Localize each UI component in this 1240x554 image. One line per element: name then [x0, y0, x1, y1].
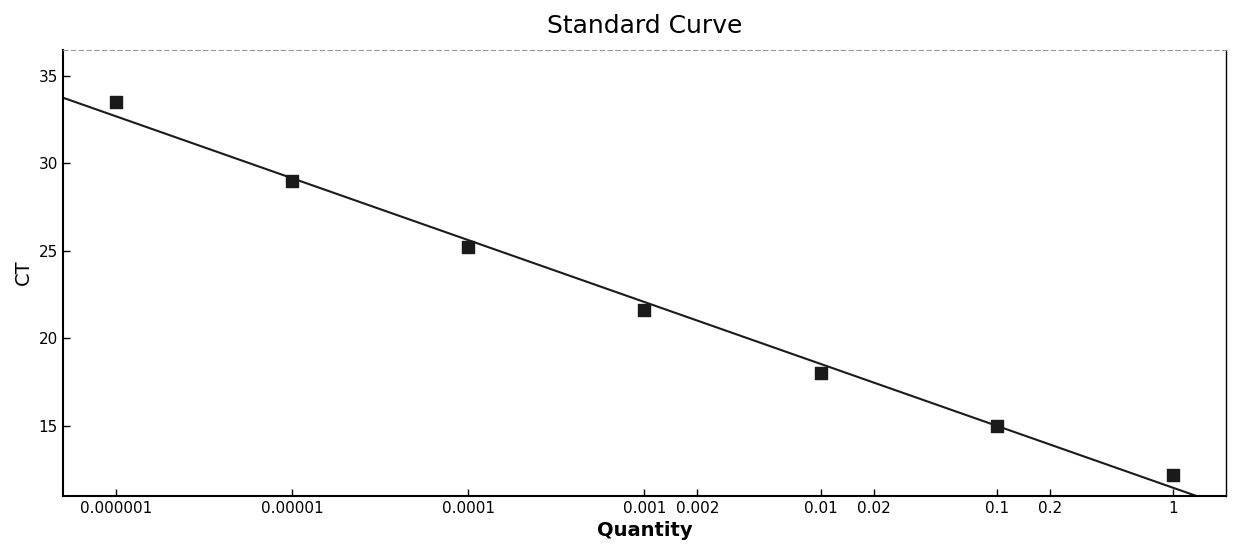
Point: [459, 243, 479, 252]
Title: Standard Curve: Standard Curve: [547, 14, 742, 38]
Y-axis label: CT: CT: [14, 260, 33, 285]
Point: [811, 369, 831, 378]
Point: [105, 98, 125, 106]
Point: [635, 306, 655, 315]
Point: [1163, 470, 1183, 479]
Point: [281, 176, 301, 185]
Point: [987, 421, 1007, 430]
X-axis label: Quantity: Quantity: [596, 521, 692, 540]
